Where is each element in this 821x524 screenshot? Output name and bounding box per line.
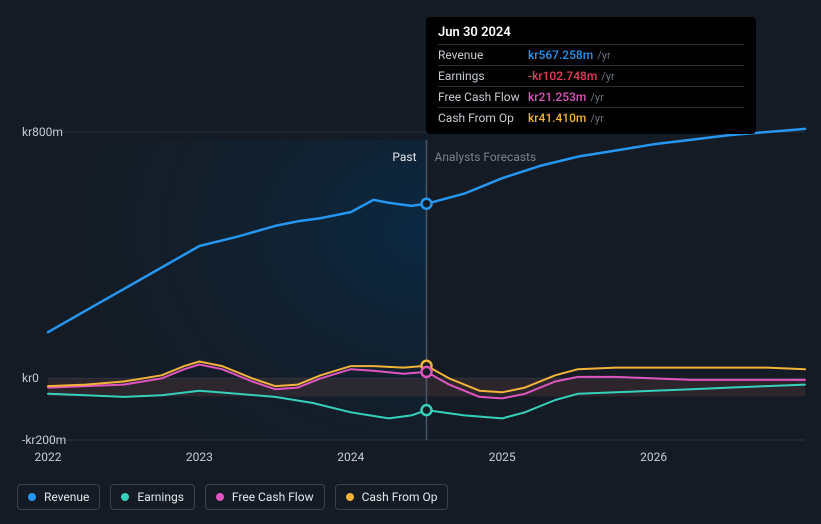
tooltip-metric-label: Free Cash Flow	[438, 90, 528, 104]
tooltip-row: Earnings-kr102.748m/yr	[438, 65, 744, 86]
financial-chart: Jun 30 2024 Revenuekr567.258m/yrEarnings…	[0, 0, 821, 524]
legend-swatch	[216, 493, 224, 501]
tooltip-row: Revenuekr567.258m/yr	[438, 44, 744, 65]
legend-label: Cash From Op	[362, 490, 438, 504]
tooltip-metric-label: Cash From Op	[438, 111, 528, 125]
tooltip-metric-value: kr567.258m	[528, 48, 593, 62]
x-axis-label: 2026	[640, 450, 667, 464]
tooltip-metric-unit: /yr	[597, 49, 610, 62]
tooltip-metric-value: -kr102.748m	[528, 69, 597, 83]
tooltip-metric-label: Revenue	[438, 48, 528, 62]
tooltip-row: Cash From Opkr41.410m/yr	[438, 107, 744, 128]
legend-swatch	[346, 493, 354, 501]
legend: Revenue Earnings Free Cash Flow Cash From O…	[17, 484, 448, 510]
tooltip-metric-unit: /yr	[590, 91, 603, 104]
x-axis-label: 2023	[186, 450, 213, 464]
tooltip-date: Jun 30 2024	[438, 25, 744, 44]
tooltip-metric-value: kr21.253m	[528, 90, 586, 104]
x-axis-label: 2024	[337, 450, 364, 464]
legend-item-earnings[interactable]: Earnings	[110, 484, 195, 510]
x-axis-label: 2022	[35, 450, 62, 464]
legend-item-cash-from-op[interactable]: Cash From Op	[335, 484, 449, 510]
legend-item-free-cash-flow[interactable]: Free Cash Flow	[205, 484, 325, 510]
y-axis-label: -kr200m	[22, 433, 66, 447]
tooltip-metric-unit: /yr	[601, 70, 614, 83]
tooltip-metric-value: kr41.410m	[528, 111, 586, 125]
y-axis-label: kr800m	[22, 125, 63, 139]
legend-label: Revenue	[44, 490, 89, 504]
legend-swatch	[28, 493, 36, 501]
tooltip-metric-label: Earnings	[438, 69, 528, 83]
past-region-label: Past	[392, 150, 416, 164]
forecast-region-label: Analysts Forecasts	[435, 150, 537, 164]
legend-swatch	[121, 493, 129, 501]
legend-item-revenue[interactable]: Revenue	[17, 484, 100, 510]
y-axis-label: kr0	[22, 371, 39, 385]
legend-label: Earnings	[137, 490, 184, 504]
legend-label: Free Cash Flow	[232, 490, 314, 504]
tooltip-metric-unit: /yr	[590, 112, 603, 125]
hover-tooltip: Jun 30 2024 Revenuekr567.258m/yrEarnings…	[426, 17, 756, 134]
x-axis-label: 2025	[489, 450, 516, 464]
tooltip-row: Free Cash Flowkr21.253m/yr	[438, 86, 744, 107]
